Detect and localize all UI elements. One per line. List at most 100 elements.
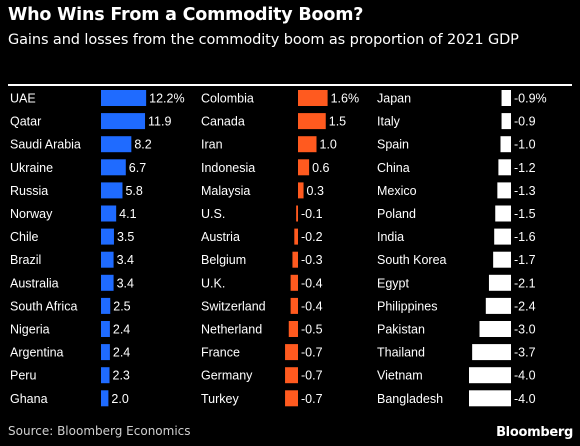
value-label: -0.2: [301, 230, 323, 244]
category-label: Australia: [10, 276, 59, 290]
value-label: -0.1: [301, 207, 323, 221]
category-label: Spain: [377, 138, 409, 152]
value-label: -1.2: [514, 161, 536, 175]
bloomberg-logo: Bloomberg: [496, 425, 573, 440]
category-label: Argentina: [10, 346, 64, 360]
bar: [493, 251, 511, 268]
value-label: -0.4: [301, 299, 323, 313]
bar: [472, 344, 511, 361]
category-label: Nigeria: [10, 323, 50, 337]
value-label: -1.5: [514, 207, 536, 221]
category-label: Saudi Arabia: [10, 138, 81, 152]
value-label: -0.3: [301, 253, 323, 267]
bar: [101, 159, 126, 176]
value-label: 3.4: [117, 253, 134, 267]
category-label: South Korea: [377, 253, 447, 267]
category-label: Norway: [10, 207, 53, 221]
value-label: -1.3: [514, 184, 536, 198]
bar: [501, 113, 511, 130]
category-label: Peru: [10, 369, 36, 383]
value-label: -0.7: [301, 369, 323, 383]
bar: [488, 274, 511, 291]
value-label: -3.0: [514, 323, 536, 337]
category-label: U.S.: [201, 207, 225, 221]
bar: [290, 297, 298, 314]
category-label: Philippines: [377, 299, 437, 313]
header-rule: [8, 84, 572, 86]
source-note: Source: Bloomberg Economics: [8, 424, 191, 438]
bar: [101, 113, 146, 130]
category-label: Ukraine: [10, 161, 53, 175]
value-label: 2.3: [113, 369, 130, 383]
bar: [285, 390, 298, 407]
value-label: 4.1: [119, 207, 136, 221]
bar: [101, 205, 117, 222]
bar: [101, 90, 147, 106]
bar: [292, 251, 298, 268]
value-label: 11.9: [148, 115, 171, 129]
category-label: Pakistan: [377, 323, 425, 337]
bar: [101, 367, 110, 384]
category-label: Indonesia: [201, 161, 255, 175]
category-label: Brazil: [10, 253, 41, 267]
value-label: -4.0: [514, 392, 536, 406]
category-label: Bangladesh: [377, 392, 443, 406]
value-label: -1.0: [514, 138, 536, 152]
value-label: 2.4: [113, 346, 130, 360]
value-label: -0.9%: [514, 92, 547, 106]
category-label: Netherland: [201, 323, 262, 337]
value-label: -2.1: [514, 276, 536, 290]
category-label: India: [377, 230, 404, 244]
category-label: Egypt: [377, 276, 409, 290]
value-label: 1.0: [320, 138, 337, 152]
bar: [469, 390, 511, 407]
value-label: -1.7: [514, 253, 536, 267]
category-label: Poland: [377, 207, 416, 221]
bar: [288, 321, 298, 337]
category-label: Iran: [201, 138, 223, 152]
bar: [101, 251, 114, 268]
category-label: China: [377, 161, 410, 175]
bar: [290, 274, 298, 291]
bar: [296, 205, 298, 222]
category-label: Switzerland: [201, 299, 266, 313]
bar: [101, 228, 114, 245]
value-label: -3.7: [514, 346, 536, 360]
category-label: Russia: [10, 184, 48, 198]
category-label: Colombia: [201, 92, 254, 106]
bar: [485, 297, 511, 314]
bar: [285, 367, 298, 384]
bar: [101, 274, 114, 291]
bar: [101, 344, 110, 361]
category-label: Qatar: [10, 115, 41, 129]
value-label: 8.2: [134, 138, 151, 152]
bar: [294, 228, 298, 245]
value-label: -0.9: [514, 115, 536, 129]
bar: [495, 205, 511, 222]
bar: [298, 90, 328, 106]
bar: [469, 367, 511, 384]
value-label: 1.5: [329, 115, 346, 129]
value-label: -0.7: [301, 346, 323, 360]
bar: [497, 182, 511, 199]
value-label: -2.4: [514, 299, 536, 313]
category-label: Belgium: [201, 253, 246, 267]
bar: [500, 136, 511, 153]
category-label: Vietnam: [377, 369, 423, 383]
category-label: Mexico: [377, 184, 417, 198]
value-label: 3.4: [117, 276, 134, 290]
value-label: 12.2%: [149, 92, 184, 106]
bar: [101, 297, 111, 314]
value-label: -1.6: [514, 230, 536, 244]
value-label: 0.3: [307, 184, 324, 198]
chart-subtitle: Gains and losses from the commodity boom…: [8, 32, 519, 48]
category-label: Turkey: [201, 392, 239, 406]
chart-title: Who Wins From a Commodity Boom?: [8, 5, 364, 25]
category-label: France: [201, 346, 240, 360]
category-label: South Africa: [10, 299, 77, 313]
category-label: Japan: [377, 92, 411, 106]
bar: [494, 228, 511, 245]
value-label: 0.6: [312, 161, 329, 175]
bar: [298, 136, 317, 153]
